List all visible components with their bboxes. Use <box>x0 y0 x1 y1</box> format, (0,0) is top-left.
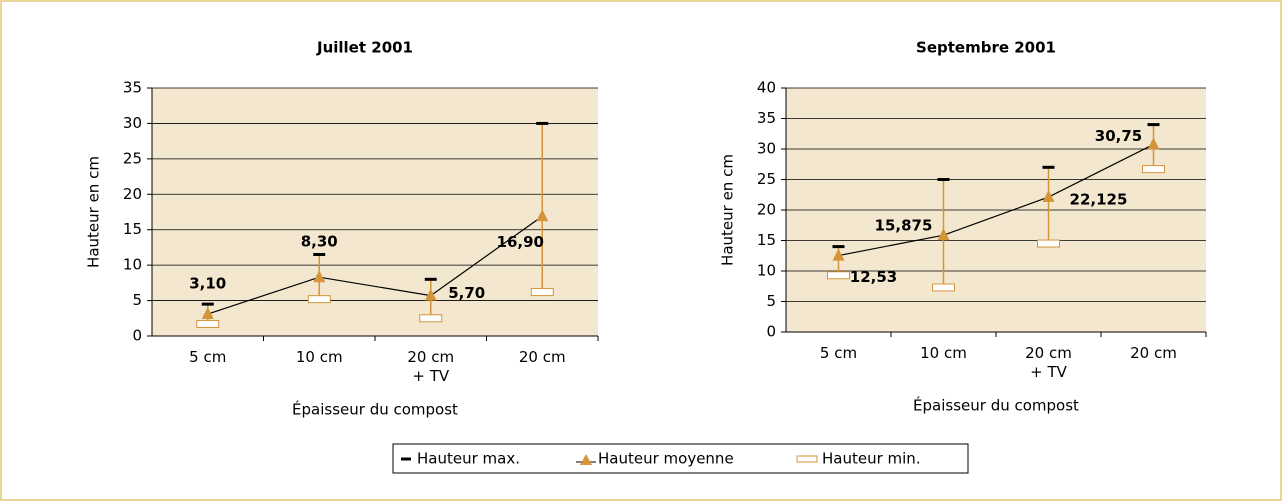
y-tick-label: 10 <box>757 262 776 280</box>
y-tick-label: 20 <box>123 185 142 203</box>
y-tick-label: 15 <box>757 231 776 249</box>
mean-line <box>207 215 543 315</box>
y-tick-label: 5 <box>766 292 776 310</box>
min-marker <box>932 283 955 292</box>
mean-marker <box>201 307 214 320</box>
max-marker <box>832 245 845 249</box>
legend-label: Hauteur moyenne <box>598 450 734 468</box>
value-label: 16,90 <box>497 233 544 251</box>
legend-swatch <box>580 454 592 465</box>
min-marker <box>1142 165 1165 174</box>
y-tick-label: 25 <box>123 149 142 167</box>
max-marker <box>937 178 950 181</box>
y-tick-label: 0 <box>766 323 776 341</box>
mean-marker <box>424 288 437 301</box>
y-axis-label: Hauteur en cm <box>719 154 737 266</box>
x-axis-label: Épaisseur du compost <box>292 400 458 419</box>
mean-marker <box>832 248 845 261</box>
max-marker <box>201 302 214 306</box>
max-marker <box>1147 123 1160 127</box>
x-tick-label: 5 cm <box>819 344 858 362</box>
value-label: 8,30 <box>301 233 338 251</box>
mean-marker <box>313 270 326 283</box>
plot-area <box>152 88 598 336</box>
x-tick-label: 10 cm <box>920 344 967 362</box>
x-tick-label: 20 cm <box>1130 344 1177 362</box>
min-marker <box>827 271 850 280</box>
min-marker <box>196 319 220 328</box>
y-tick-label: 35 <box>757 109 776 127</box>
mean-marker <box>1147 137 1160 150</box>
value-label: 5,70 <box>448 284 485 302</box>
x-tick-label: 20 cm + TV <box>1025 344 1072 381</box>
value-label: 3,10 <box>189 275 226 293</box>
max-marker <box>313 253 326 257</box>
y-axis-label: Hauteur en cm <box>85 156 103 268</box>
x-tick-label: 20 cm + TV <box>407 348 455 385</box>
y-tick-label: 5 <box>132 291 142 309</box>
x-axis-label: Épaisseur du compost <box>913 396 1079 415</box>
max-marker <box>1042 165 1055 169</box>
y-tick-label: 0 <box>132 327 142 345</box>
y-tick-label: 35 <box>123 79 142 97</box>
legend-swatch <box>401 457 411 461</box>
legend-label: Hauteur max. <box>417 450 520 468</box>
x-tick-label: 10 cm <box>295 348 343 366</box>
max-marker <box>536 121 549 125</box>
y-tick-label: 15 <box>123 220 142 238</box>
y-tick-label: 30 <box>757 140 776 158</box>
y-tick-label: 40 <box>757 79 776 97</box>
mean-marker <box>937 228 950 241</box>
legend-box <box>392 443 969 474</box>
min-marker <box>1037 239 1060 248</box>
legend-swatch <box>796 455 818 463</box>
min-marker <box>307 295 331 304</box>
max-marker <box>424 277 437 281</box>
mean-marker <box>536 209 549 222</box>
mean-line <box>838 143 1154 257</box>
y-tick-label: 10 <box>123 256 142 274</box>
value-label: 30,75 <box>1095 127 1142 145</box>
chart-title: Septembre 2001 <box>916 39 1056 57</box>
value-label: 12,53 <box>850 268 897 286</box>
legend-label: Hauteur min. <box>822 450 921 468</box>
x-tick-label: 20 cm <box>518 348 566 366</box>
value-label: 15,875 <box>875 217 933 235</box>
min-marker <box>419 314 443 323</box>
y-tick-label: 25 <box>757 170 776 188</box>
value-label: 22,125 <box>1070 191 1128 209</box>
y-tick-label: 30 <box>123 114 142 132</box>
y-tick-label: 20 <box>757 201 776 219</box>
min-marker <box>530 288 554 297</box>
mean-marker <box>1042 190 1055 203</box>
chart-title: Juillet 2001 <box>316 39 413 57</box>
x-tick-label: 5 cm <box>189 348 227 366</box>
